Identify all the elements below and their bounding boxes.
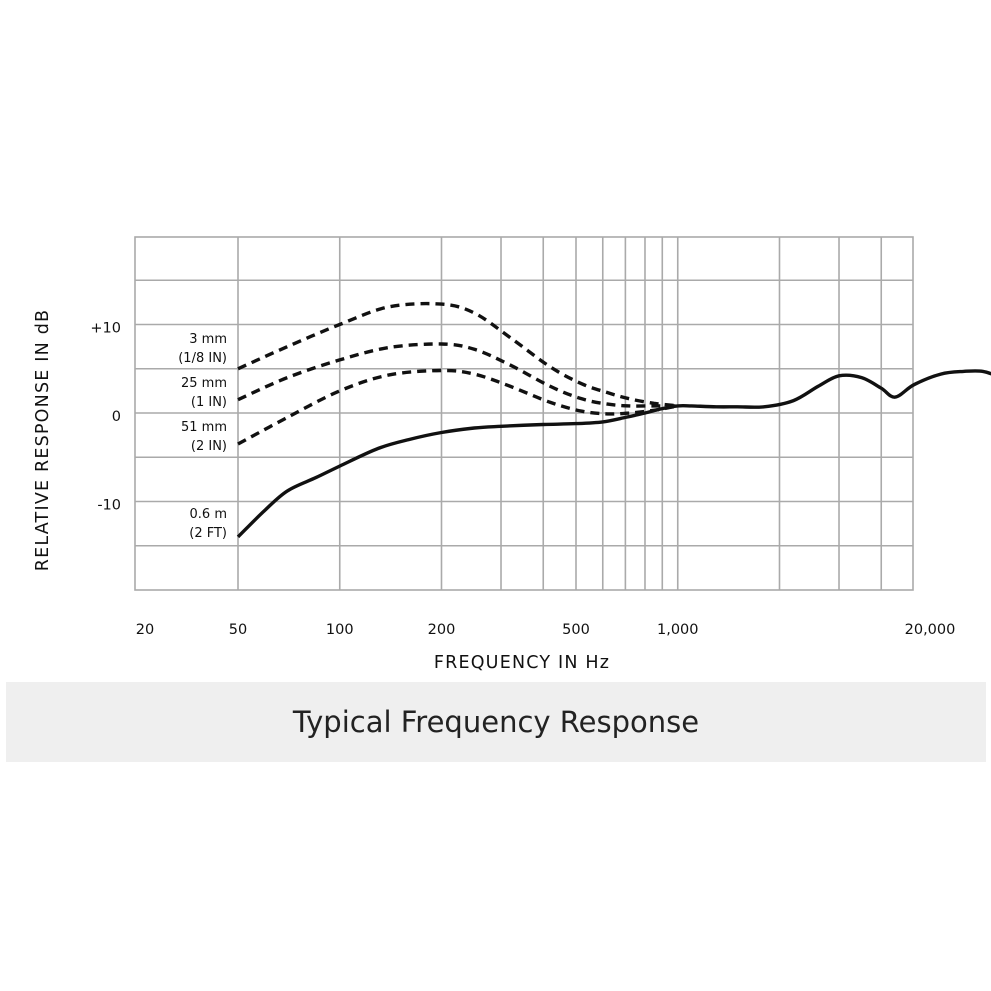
series-line-2: [237, 342, 678, 408]
y-axis-title: RELATIVE RESPONSE IN dB: [33, 309, 53, 571]
series-line-4: [236, 369, 991, 539]
series-label: (2 IN): [191, 439, 227, 454]
series-label: (2 FT): [189, 526, 227, 541]
series-label: (1 IN): [191, 395, 227, 410]
caption-bar: Typical Frequency Response: [6, 682, 986, 762]
x-tick-label: 50: [229, 622, 247, 638]
x-tick-label: 1,000: [657, 622, 699, 638]
series-line-3: [237, 368, 679, 446]
caption-text: Typical Frequency Response: [292, 705, 700, 739]
series-labels: 3 mm (1/8 IN) 25 mm (1 IN) 51 mm (2 IN) 0.6 m (…: [178, 332, 227, 541]
series-lines: [236, 301, 991, 539]
y-tick-label: -10: [97, 498, 121, 514]
y-tick-label: +10: [90, 321, 121, 337]
series-label: 51 mm: [181, 420, 227, 435]
chart-grid: [134, 236, 914, 591]
series-label: 3 mm: [189, 332, 227, 347]
series-label: 25 mm: [181, 376, 227, 391]
series-label: 0.6 m: [190, 507, 227, 522]
series-label: (1/8 IN): [178, 351, 227, 366]
x-tick-label: 20,000: [905, 622, 956, 638]
y-tick-label: 0: [112, 409, 121, 425]
x-tick-label: 20: [136, 622, 154, 638]
x-tick-label: 100: [326, 622, 354, 638]
x-axis-title: FREQUENCY IN Hz: [434, 653, 610, 673]
x-tick-label: 500: [562, 622, 590, 638]
series-line-1: [237, 301, 678, 408]
x-tick-label: 200: [428, 622, 456, 638]
